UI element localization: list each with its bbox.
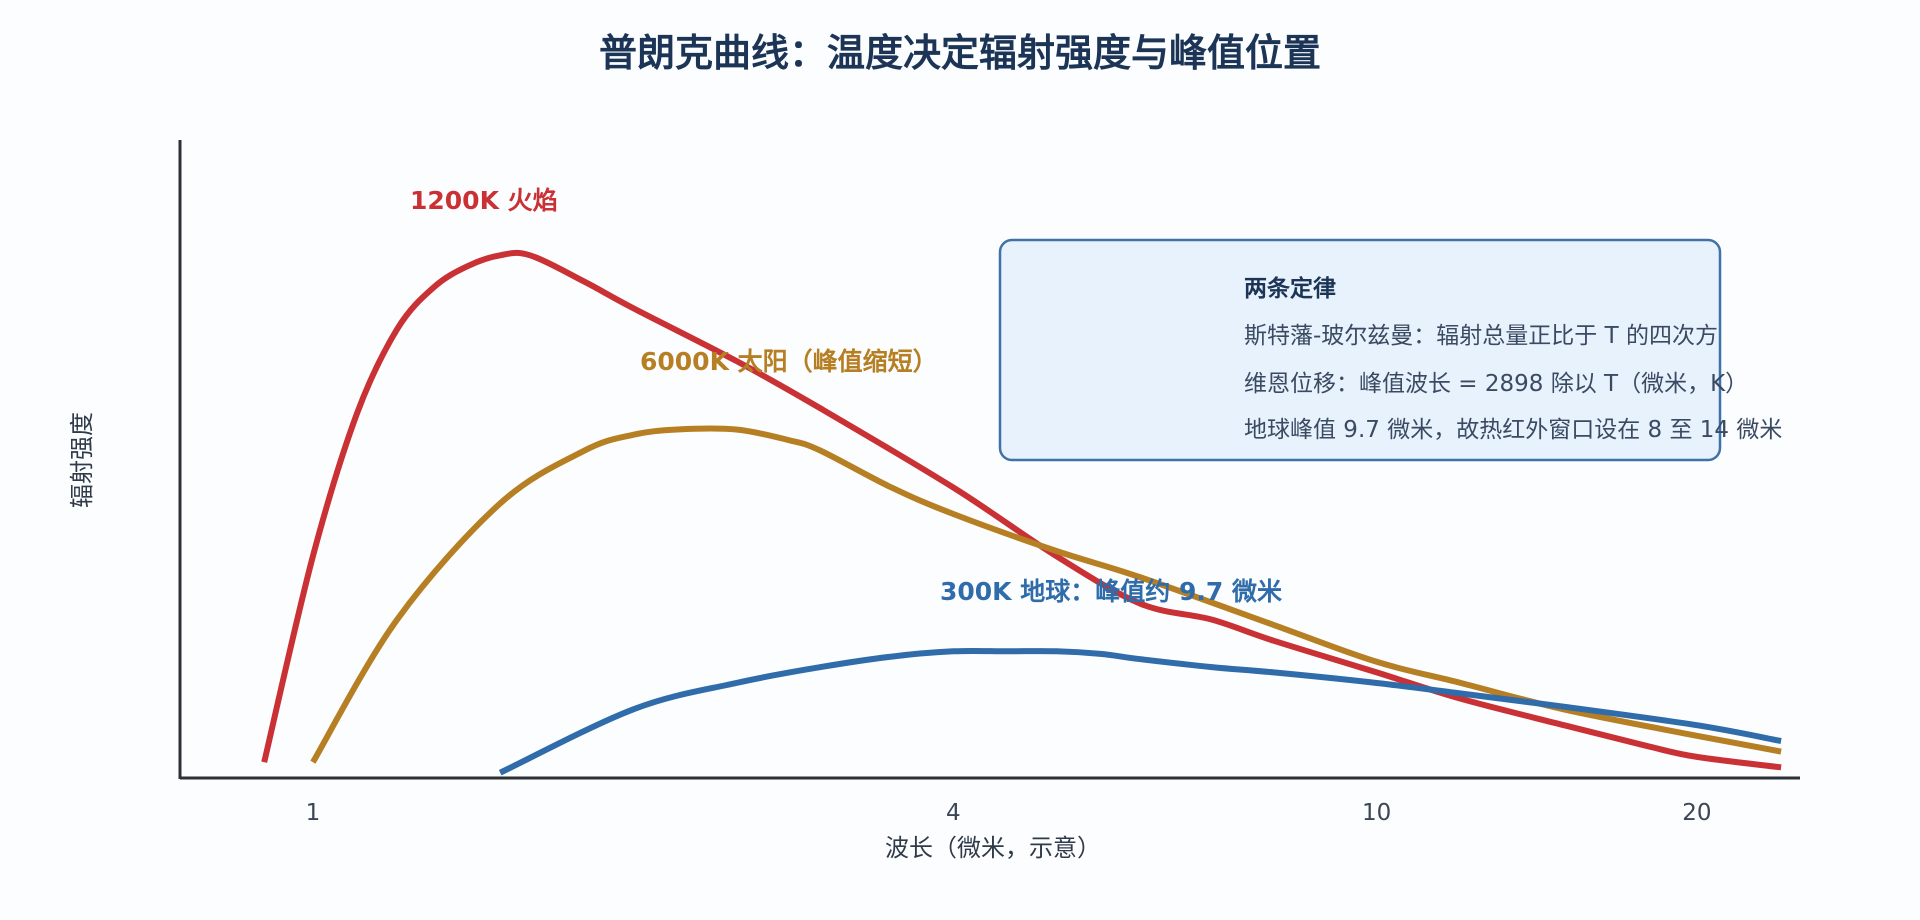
series-label-6000k: 6000K 太阳（峰值缩短） xyxy=(640,347,938,376)
x-axis-title: 波长（微米，示意） xyxy=(885,834,1101,862)
x-tick-label: 4 xyxy=(946,800,961,826)
series-line-1 xyxy=(310,425,1782,764)
series-label-1200k: 1200K 火焰 xyxy=(410,186,558,215)
series-line-0 xyxy=(261,249,1782,771)
x-tick-labels: 1 4 10 20 xyxy=(306,800,1712,826)
info-box-line-stefan-boltzmann: 斯特藩-玻尔兹曼：辐射总量正比于 T 的四次方 xyxy=(1244,323,1718,349)
series-label-300k: 300K 地球：峰值约 9.7 微米 xyxy=(940,577,1283,606)
series-labels: 1200K 火焰 6000K 太阳（峰值缩短） 300K 地球：峰值约 9.7 … xyxy=(410,186,1283,606)
info-box-line-wien: 维恩位移：峰值波长 = 2898 除以 T（微米，K） xyxy=(1244,371,1748,397)
series-line-2 xyxy=(498,647,1782,776)
info-box-frame xyxy=(998,238,1722,462)
x-tick-label: 20 xyxy=(1682,800,1711,826)
info-box-title: 两条定律 xyxy=(1244,275,1336,302)
series-layer xyxy=(261,249,1782,776)
info-box: 两条定律 斯特藩-玻尔兹曼：辐射总量正比于 T 的四次方 维恩位移：峰值波长 =… xyxy=(998,238,1782,462)
y-axis-title: 辐射强度 xyxy=(68,412,96,508)
info-box-line-earth-peak: 地球峰值 9.7 微米，故热红外窗口设在 8 至 14 微米 xyxy=(1244,417,1782,443)
chart-title: 普朗克曲线：温度决定辐射强度与峰值位置 xyxy=(599,31,1321,75)
x-tick-label: 1 xyxy=(306,800,321,826)
x-tick-label: 10 xyxy=(1362,800,1391,826)
